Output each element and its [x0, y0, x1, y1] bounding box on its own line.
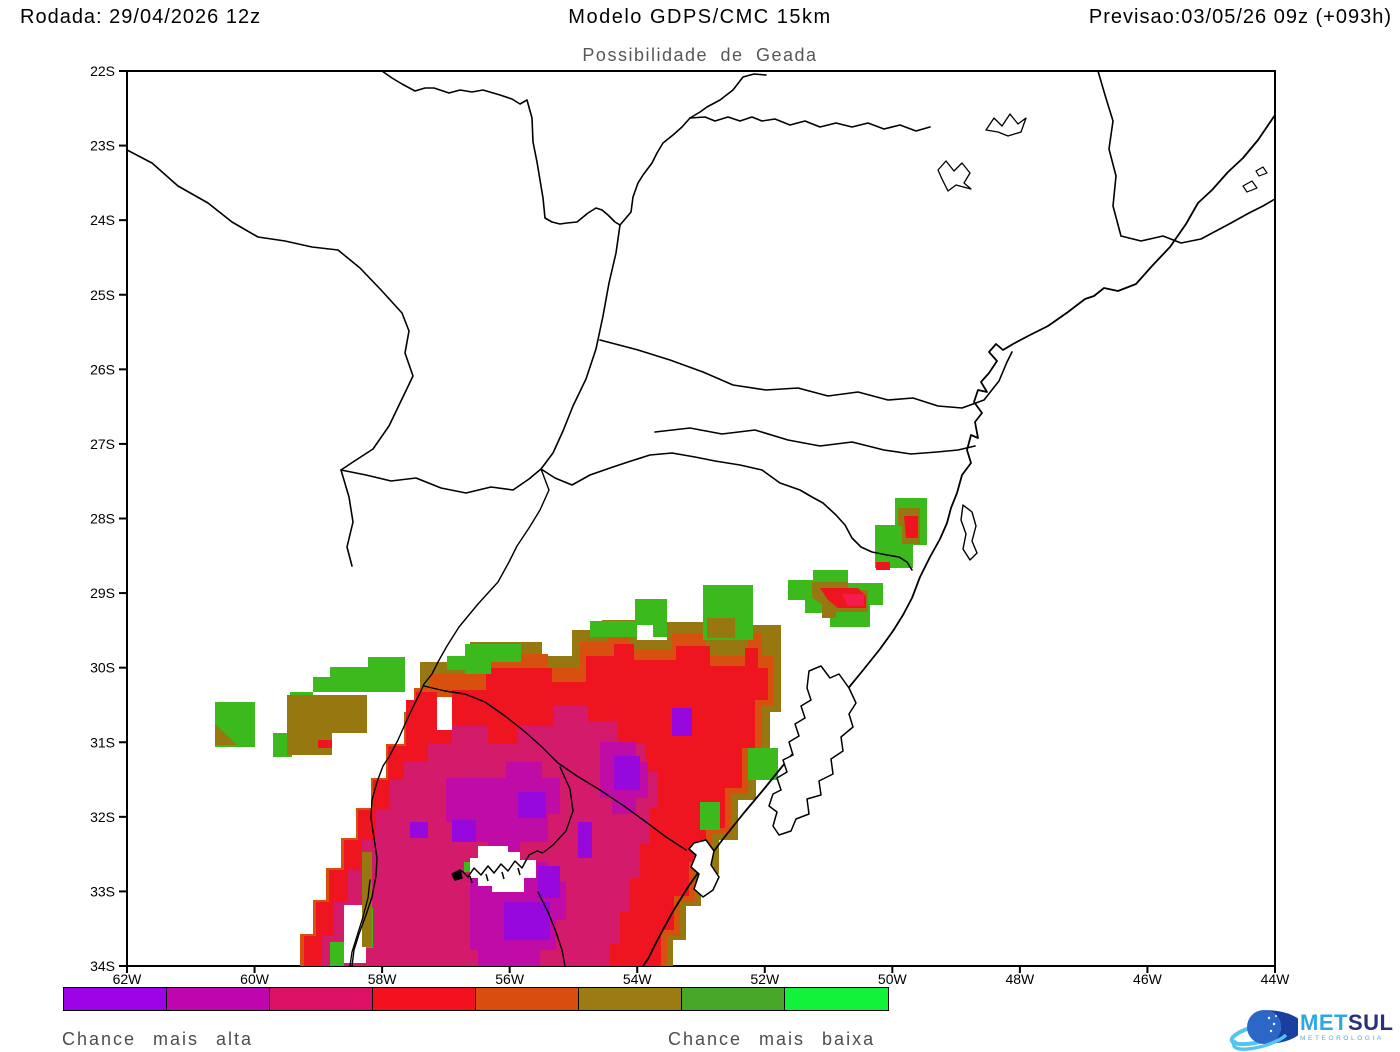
model-run-label: Rodada: 29/04/2026 12z	[20, 6, 262, 28]
border-sp-parana	[599, 339, 1013, 409]
forecast-valid-label: Previsao:03/05/26 09z (+093h)	[1088, 6, 1392, 28]
lon-tick-label: 48W	[1005, 971, 1035, 987]
border-paraguay-argentina	[340, 468, 542, 494]
frost-patch-serra-south	[788, 570, 883, 627]
border-parana-sc	[654, 427, 976, 455]
lat-tick-label: 24S	[90, 212, 115, 228]
logo-meteorologia-text: METEOROLOGIA	[1300, 1035, 1384, 1042]
lat-tick-label: 30S	[90, 660, 115, 676]
coastline-group	[642, 113, 1276, 967]
lon-tick-label: 46W	[1133, 971, 1163, 987]
lat-tick-label: 31S	[90, 734, 115, 750]
florianopolis-island	[960, 504, 978, 561]
legend-swatch-6	[682, 988, 785, 1010]
axes-group: 22S23S24S25S26S27S28S29S30S31S32S33S34S6…	[90, 63, 1290, 987]
model-name-label: Modelo GDPS/CMC 15km	[568, 6, 832, 28]
lon-tick-label: 44W	[1261, 971, 1291, 987]
white-gap-river	[344, 905, 366, 963]
legend-swatch-4	[476, 988, 579, 1010]
lagoa-dos-patos	[768, 665, 857, 836]
lagoa-mirim	[688, 839, 720, 898]
frost-red-west-tongue	[416, 692, 437, 704]
lake-green-dot	[464, 862, 470, 872]
lat-tick-label: 29S	[90, 585, 115, 601]
reservoir-squiggle-2	[937, 160, 972, 192]
legend-swatch-1	[167, 988, 270, 1010]
river-uruguay-double	[349, 879, 371, 967]
metsul-globe-icon	[1229, 1010, 1304, 1051]
river-tiete-east	[689, 116, 931, 132]
legend-swatch-5	[579, 988, 682, 1010]
border-brazil-uruguay	[423, 685, 687, 851]
white-notch	[437, 697, 452, 730]
metsul-wordmark: METSUL METEOROLOGIA	[1300, 1012, 1393, 1043]
lon-tick-label: 50W	[878, 971, 908, 987]
lat-tick-label: 23S	[90, 138, 115, 154]
lon-tick-label: 62W	[113, 971, 143, 987]
river-negro-to-reservoir	[543, 766, 574, 853]
map-title: Possibilidade de Geada	[582, 45, 818, 65]
border-ms-sp-northeast	[689, 73, 767, 119]
lat-tick-label: 34S	[90, 958, 115, 974]
legend-label-low: Chance mais baixa	[668, 1029, 876, 1049]
lat-tick-label: 33S	[90, 883, 115, 899]
lon-tick-label: 52W	[750, 971, 780, 987]
legend-label-high: Chance mais alta	[62, 1029, 254, 1049]
lat-tick-label: 26S	[90, 361, 115, 377]
lat-tick-label: 25S	[90, 287, 115, 303]
border-pilcomayo	[126, 149, 414, 471]
lat-tick-label: 27S	[90, 436, 115, 452]
river-parana-valley-west	[381, 70, 621, 226]
legend-swatch-7	[785, 988, 888, 1010]
river-parana-valley-east	[619, 117, 691, 226]
river-parana-south	[540, 224, 621, 470]
coastal-islet-1	[1242, 180, 1258, 193]
logo-sul-text: SUL	[1347, 1010, 1394, 1035]
border-lines	[126, 70, 1276, 967]
lon-tick-label: 60W	[240, 971, 270, 987]
reservoir-squiggle-1	[985, 113, 1027, 137]
lon-tick-label: 58W	[368, 971, 398, 987]
logo-met-text: MET	[1300, 1010, 1348, 1035]
lon-tick-label: 56W	[495, 971, 525, 987]
river-negro-lower	[537, 891, 566, 967]
legend-swatch-2	[270, 988, 373, 1010]
frost-patch-serra-north	[875, 498, 927, 570]
legend-swatch-3	[373, 988, 476, 1010]
lat-tick-label: 28S	[90, 511, 115, 527]
border-sp-rj	[1097, 70, 1276, 244]
border-paraguay-river-south	[340, 469, 354, 567]
metsul-logo: METSUL METEOROLOGIA	[1228, 1000, 1398, 1052]
lon-tick-label: 54W	[623, 971, 653, 987]
frost-overlay	[215, 498, 927, 966]
border-uruguay-river-upper	[540, 452, 913, 571]
frost-green-cells	[215, 585, 778, 966]
river-uruguay-west	[351, 468, 550, 967]
reservoir-hole	[470, 846, 536, 892]
lat-tick-label: 32S	[90, 809, 115, 825]
lat-tick-label: 22S	[90, 63, 115, 79]
frost-purple-cores	[410, 708, 692, 940]
coastal-islet-2	[1255, 166, 1268, 177]
legend-swatch-0	[64, 988, 167, 1010]
frost-chance-legend	[63, 987, 889, 1011]
reservoir-lake	[451, 850, 544, 884]
